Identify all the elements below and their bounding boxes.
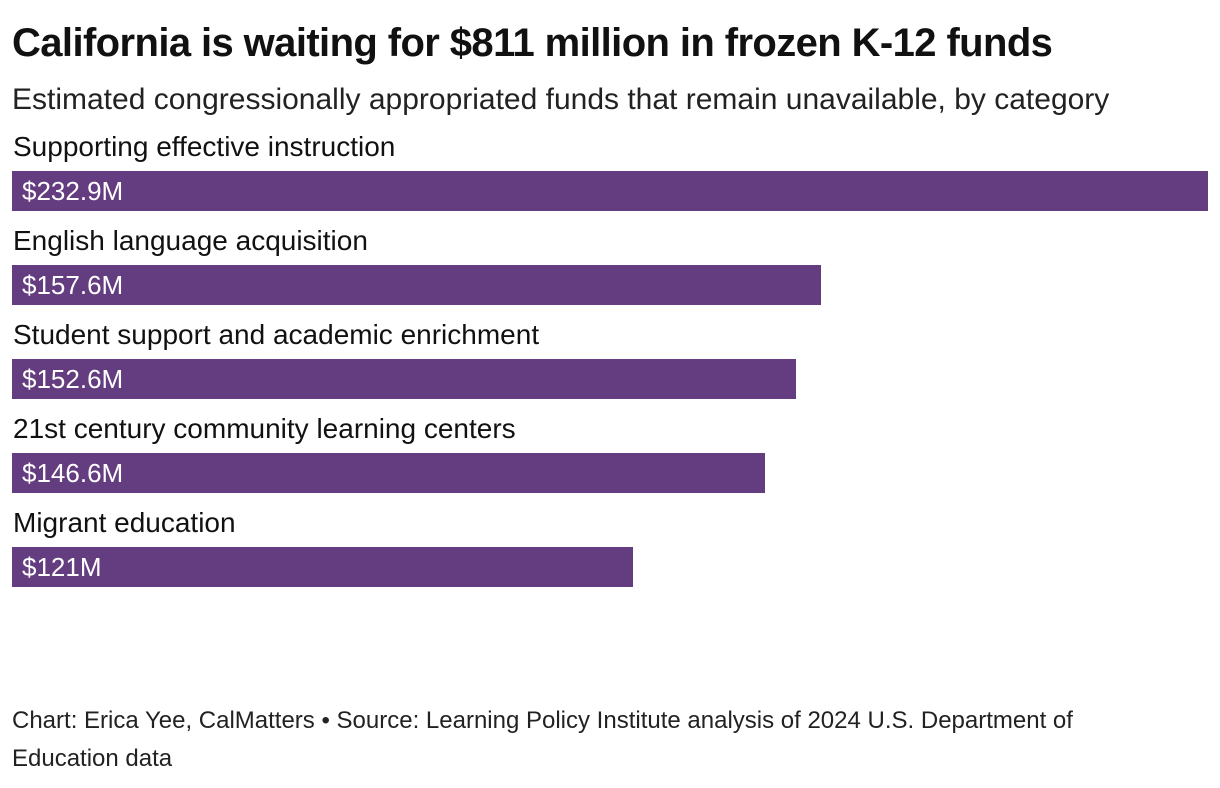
category-label: 21st century community learning centers (13, 413, 516, 444)
bar-value-label: $152.6M (22, 364, 124, 394)
category-label: Migrant education (13, 507, 236, 538)
bar: $232.9M (12, 171, 1208, 211)
bar: $121M (12, 547, 633, 587)
category-label: English language acquisition (13, 225, 368, 256)
category-label: Student support and academic enrichment (13, 319, 540, 350)
bar-track: $152.6M (12, 359, 1208, 399)
bar-track: $146.6M (12, 453, 1208, 493)
bar: $146.6M (12, 453, 765, 493)
bar-value-label: $121M (22, 552, 102, 582)
bar-row: 21st century community learning centers $… (12, 411, 1208, 505)
bar-track: $232.9M (12, 171, 1208, 211)
category-label: Supporting effective instruction (13, 131, 396, 162)
bar-row: English language acquisition $157.6M (12, 223, 1208, 317)
bar-row: Migrant education $121M (12, 505, 1208, 599)
chart-title: California is waiting for $811 million i… (12, 21, 1053, 65)
bar-row: Student support and academic enrichment $… (12, 317, 1208, 411)
bar: $152.6M (12, 359, 796, 399)
chart-credit: Chart: Erica Yee, CalMatters • Source: L… (12, 707, 1073, 772)
bar-value-label: $157.6M (22, 270, 124, 300)
bar-track: $121M (12, 547, 1208, 587)
chart-subtitle: Estimated congressionally appropriated f… (12, 83, 1110, 116)
bar-chart: Supporting effective instruction $232.9M E… (12, 129, 1208, 599)
bar-value-label: $146.6M (22, 458, 124, 488)
bar-track: $157.6M (12, 265, 1208, 305)
bar: $157.6M (12, 265, 821, 305)
bar-value-label: $232.9M (22, 176, 124, 206)
bar-row: Supporting effective instruction $232.9M (12, 129, 1208, 223)
